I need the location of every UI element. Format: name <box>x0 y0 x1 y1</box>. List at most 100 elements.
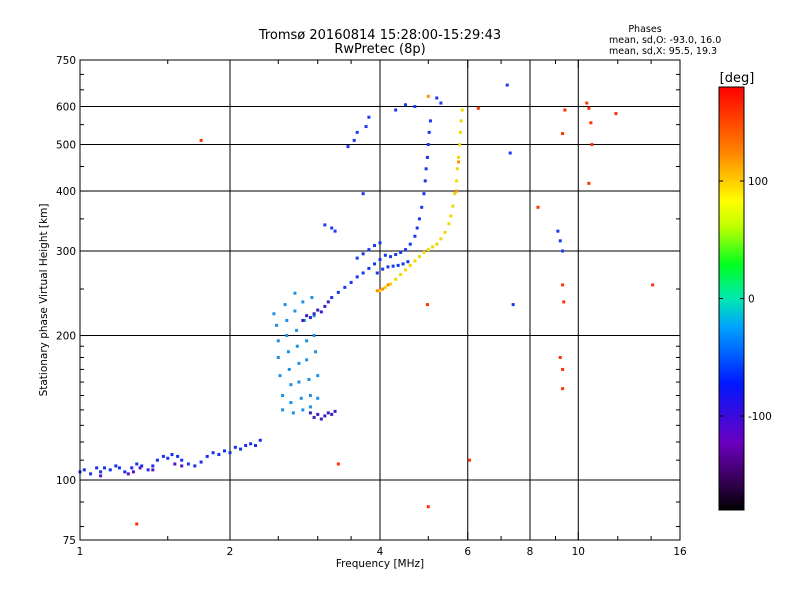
data-point <box>323 414 327 418</box>
colorbar-tick-label: 0 <box>748 294 755 306</box>
data-point <box>561 367 565 371</box>
data-point <box>413 105 417 109</box>
data-point <box>383 285 387 289</box>
x-tick-label: 8 <box>527 546 534 558</box>
data-point <box>323 304 327 308</box>
data-point <box>431 245 435 249</box>
chart-subtitle: RwPretec (8p) <box>334 42 425 57</box>
data-point <box>223 449 227 453</box>
stats-title: Phases <box>628 24 661 35</box>
data-point <box>258 438 262 442</box>
data-point <box>346 145 350 149</box>
data-point <box>276 339 280 343</box>
data-point <box>435 96 439 100</box>
data-point <box>170 453 174 457</box>
data-point <box>312 314 316 318</box>
data-point <box>161 454 165 458</box>
data-point <box>316 374 320 378</box>
data-point <box>176 454 180 458</box>
data-point <box>297 380 301 384</box>
data-point <box>361 192 365 196</box>
data-point <box>126 472 130 476</box>
data-point <box>244 444 248 448</box>
data-point <box>155 458 159 462</box>
data-point <box>556 229 560 233</box>
data-point <box>305 314 309 318</box>
data-point <box>316 396 320 400</box>
data-point <box>425 155 429 159</box>
data-point <box>199 460 203 464</box>
data-point <box>424 167 428 171</box>
data-point <box>95 466 99 470</box>
data-point <box>249 442 253 446</box>
data-point <box>455 189 459 193</box>
data-point <box>131 470 135 474</box>
data-point <box>367 266 371 270</box>
data-point <box>460 108 464 112</box>
data-point <box>457 155 461 159</box>
data-point <box>561 387 565 391</box>
data-point <box>561 283 565 287</box>
data-point <box>293 291 297 295</box>
data-point <box>585 101 589 105</box>
data-point <box>180 458 184 462</box>
data-point <box>305 358 309 362</box>
data-point <box>305 339 309 343</box>
data-point <box>403 103 407 107</box>
data-point <box>426 143 430 147</box>
data-point <box>381 267 385 271</box>
data-point <box>457 160 461 164</box>
data-point <box>333 409 337 413</box>
data-point <box>396 263 400 267</box>
data-point <box>82 468 86 472</box>
data-point <box>394 253 398 257</box>
data-point <box>399 250 403 254</box>
data-point <box>301 318 305 322</box>
data-point <box>312 312 316 316</box>
data-point <box>343 285 347 289</box>
data-point <box>364 125 368 129</box>
data-point <box>403 248 407 252</box>
x-tick-label: 16 <box>673 546 687 558</box>
data-point <box>536 205 540 209</box>
data-point <box>614 112 618 116</box>
data-point <box>458 143 462 147</box>
data-point <box>193 464 197 468</box>
data-point <box>330 296 334 300</box>
x-tick-label: 6 <box>464 546 471 558</box>
data-point <box>272 312 276 316</box>
data-point <box>451 204 455 208</box>
data-point <box>166 456 170 460</box>
y-tick-label: 100 <box>56 475 76 487</box>
data-point <box>283 303 287 307</box>
data-point <box>275 323 279 327</box>
data-point <box>308 316 312 320</box>
data-point <box>449 214 453 218</box>
data-point <box>427 130 431 134</box>
y-axis-label: Stationary phase Virtual Height [km] <box>38 204 50 397</box>
data-point <box>310 296 314 300</box>
data-point <box>307 377 311 381</box>
data-point <box>386 265 390 269</box>
data-point <box>323 223 327 227</box>
y-tick-label: 750 <box>56 55 76 67</box>
data-point <box>413 259 417 263</box>
data-point <box>422 250 426 254</box>
data-point <box>333 229 337 233</box>
data-point <box>391 264 395 268</box>
data-point <box>278 374 282 378</box>
data-point <box>378 241 382 245</box>
data-point <box>415 226 419 230</box>
data-point <box>289 383 293 387</box>
data-point <box>587 106 591 110</box>
data-point <box>381 287 385 291</box>
data-point <box>173 462 177 466</box>
data-point <box>135 522 139 526</box>
chart-title: Tromsø 20160814 15:28:00-15:29:43 <box>258 28 501 43</box>
data-point <box>151 464 155 468</box>
data-point <box>308 394 312 398</box>
data-point <box>651 283 655 287</box>
y-tick-label: 300 <box>56 246 76 258</box>
data-point <box>453 192 457 196</box>
data-point <box>336 290 340 294</box>
